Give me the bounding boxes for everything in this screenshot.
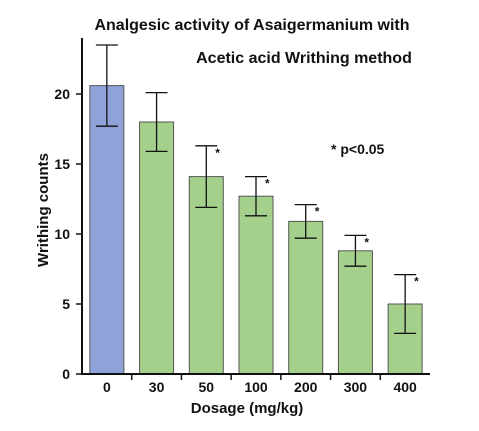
bar-200 xyxy=(288,220,324,375)
x-tick-label-200: 200 xyxy=(294,379,318,395)
chart-title-line2: Acetic acid Writhing method xyxy=(196,50,412,67)
significance-note: * p<0.05 xyxy=(331,141,385,157)
y-tick-label-10: 10 xyxy=(54,226,70,242)
bar-100 xyxy=(238,195,274,375)
significance-mark-100: * xyxy=(265,177,270,191)
bar-0 xyxy=(89,85,125,375)
significance-mark-200: * xyxy=(315,205,320,219)
x-ticks-group: 0 30 50 100 200 300 400 xyxy=(103,374,417,395)
chart-title-line1: Analgesic activity of Asaigermanium with xyxy=(94,17,409,34)
bars-group: * * * * * xyxy=(89,44,423,375)
y-tick-label-20: 20 xyxy=(54,86,70,102)
x-tick-label-0: 0 xyxy=(103,379,111,395)
y-tick-label-15: 15 xyxy=(54,156,70,172)
x-tick-label-50: 50 xyxy=(198,379,214,395)
y-ticks-group: 0 5 10 15 20 xyxy=(54,86,82,382)
significance-mark-400: * xyxy=(414,275,419,289)
y-tick-label-5: 5 xyxy=(62,296,70,312)
x-tick-label-400: 400 xyxy=(393,379,417,395)
x-tick-label-100: 100 xyxy=(244,379,268,395)
y-axis-title: Writhing counts xyxy=(35,153,52,267)
x-tick-label-30: 30 xyxy=(149,379,165,395)
significance-mark-50: * xyxy=(215,146,220,160)
bar-300 xyxy=(337,250,373,375)
bar-30 xyxy=(139,121,175,375)
x-tick-label-300: 300 xyxy=(344,379,368,395)
significance-mark-300: * xyxy=(364,235,369,249)
x-axis-title: Dosage (mg/kg) xyxy=(191,400,304,417)
y-tick-label-0: 0 xyxy=(62,366,70,382)
